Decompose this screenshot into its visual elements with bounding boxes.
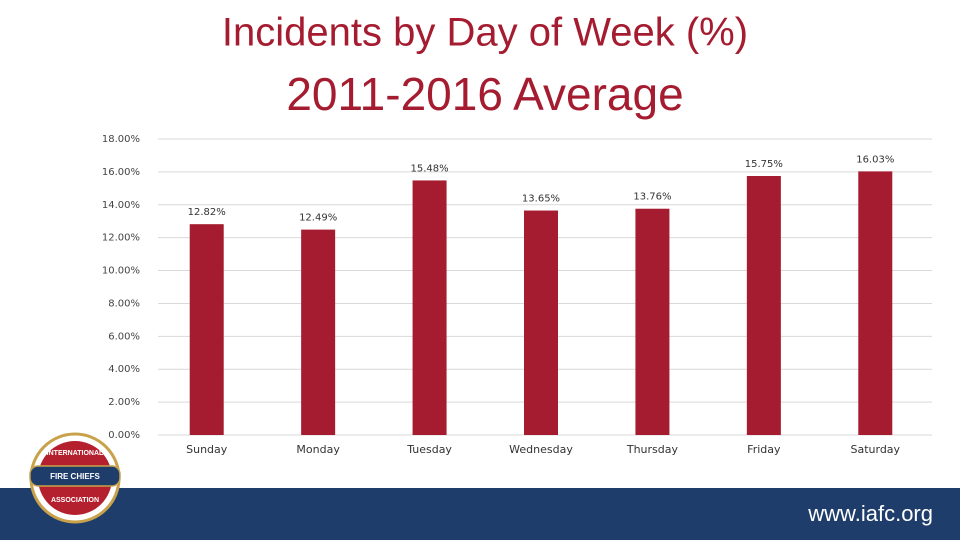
y-tick-label: 0.00% — [108, 430, 140, 441]
x-tick-label: Monday — [296, 443, 340, 456]
data-label: 16.03% — [856, 154, 894, 165]
footer-band — [0, 488, 960, 540]
x-tick-label: Tuesday — [406, 443, 452, 456]
bar — [858, 171, 893, 435]
bar — [301, 229, 336, 435]
data-label: 15.75% — [745, 159, 783, 170]
footer-url: www.iafc.org — [807, 501, 933, 526]
x-tick-label: Thursday — [626, 443, 679, 456]
x-tick-label: Sunday — [186, 443, 228, 456]
logo-banner — [29, 465, 121, 487]
data-label: 12.82% — [188, 207, 226, 218]
y-tick-label: 12.00% — [102, 233, 140, 244]
y-tick-label: 6.00% — [108, 331, 140, 342]
bar — [635, 208, 670, 435]
y-tick-label: 10.00% — [102, 266, 140, 277]
y-tick-label: 8.00% — [108, 298, 140, 309]
chart-title: Incidents by Day of Week (%) — [222, 11, 748, 55]
y-tick-label: 18.00% — [102, 134, 140, 145]
x-tick-label: Friday — [747, 443, 781, 456]
data-label: 13.76% — [633, 192, 671, 203]
data-label: 13.65% — [522, 194, 560, 205]
logo-text: ASSOCIATION — [51, 497, 99, 504]
logo: INTERNATIONAL FIRE CHIEFS ASSOCIATION — [29, 432, 121, 524]
bar — [746, 176, 781, 435]
chart-subtitle: 2011-2016 Average — [286, 68, 683, 120]
y-tick-label: 2.00% — [108, 397, 140, 408]
x-tick-label: Wednesday — [509, 443, 573, 456]
bar — [412, 180, 447, 435]
y-tick-label: 16.00% — [102, 167, 140, 178]
logo-text: FIRE CHIEFS — [50, 472, 100, 481]
y-tick-label: 14.00% — [102, 200, 140, 211]
x-tick-label: Saturday — [850, 443, 900, 456]
bar — [189, 224, 224, 435]
data-label: 15.48% — [411, 163, 449, 174]
data-label: 12.49% — [299, 213, 337, 224]
y-tick-label: 4.00% — [108, 364, 140, 375]
bar — [524, 210, 558, 435]
logo-text: INTERNATIONAL — [47, 450, 104, 457]
